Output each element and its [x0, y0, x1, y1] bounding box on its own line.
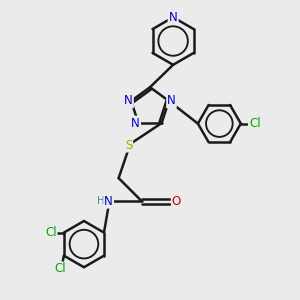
Text: N: N — [169, 11, 178, 24]
Text: Cl: Cl — [55, 262, 66, 275]
Text: Cl: Cl — [45, 226, 56, 239]
Text: N: N — [104, 195, 113, 208]
Text: N: N — [124, 94, 133, 107]
Text: O: O — [172, 195, 181, 208]
Text: Cl: Cl — [249, 117, 260, 130]
Text: H: H — [97, 196, 104, 206]
Text: N: N — [131, 117, 140, 130]
Text: S: S — [125, 139, 132, 152]
Text: N: N — [167, 94, 176, 107]
Text: N: N — [169, 11, 178, 24]
